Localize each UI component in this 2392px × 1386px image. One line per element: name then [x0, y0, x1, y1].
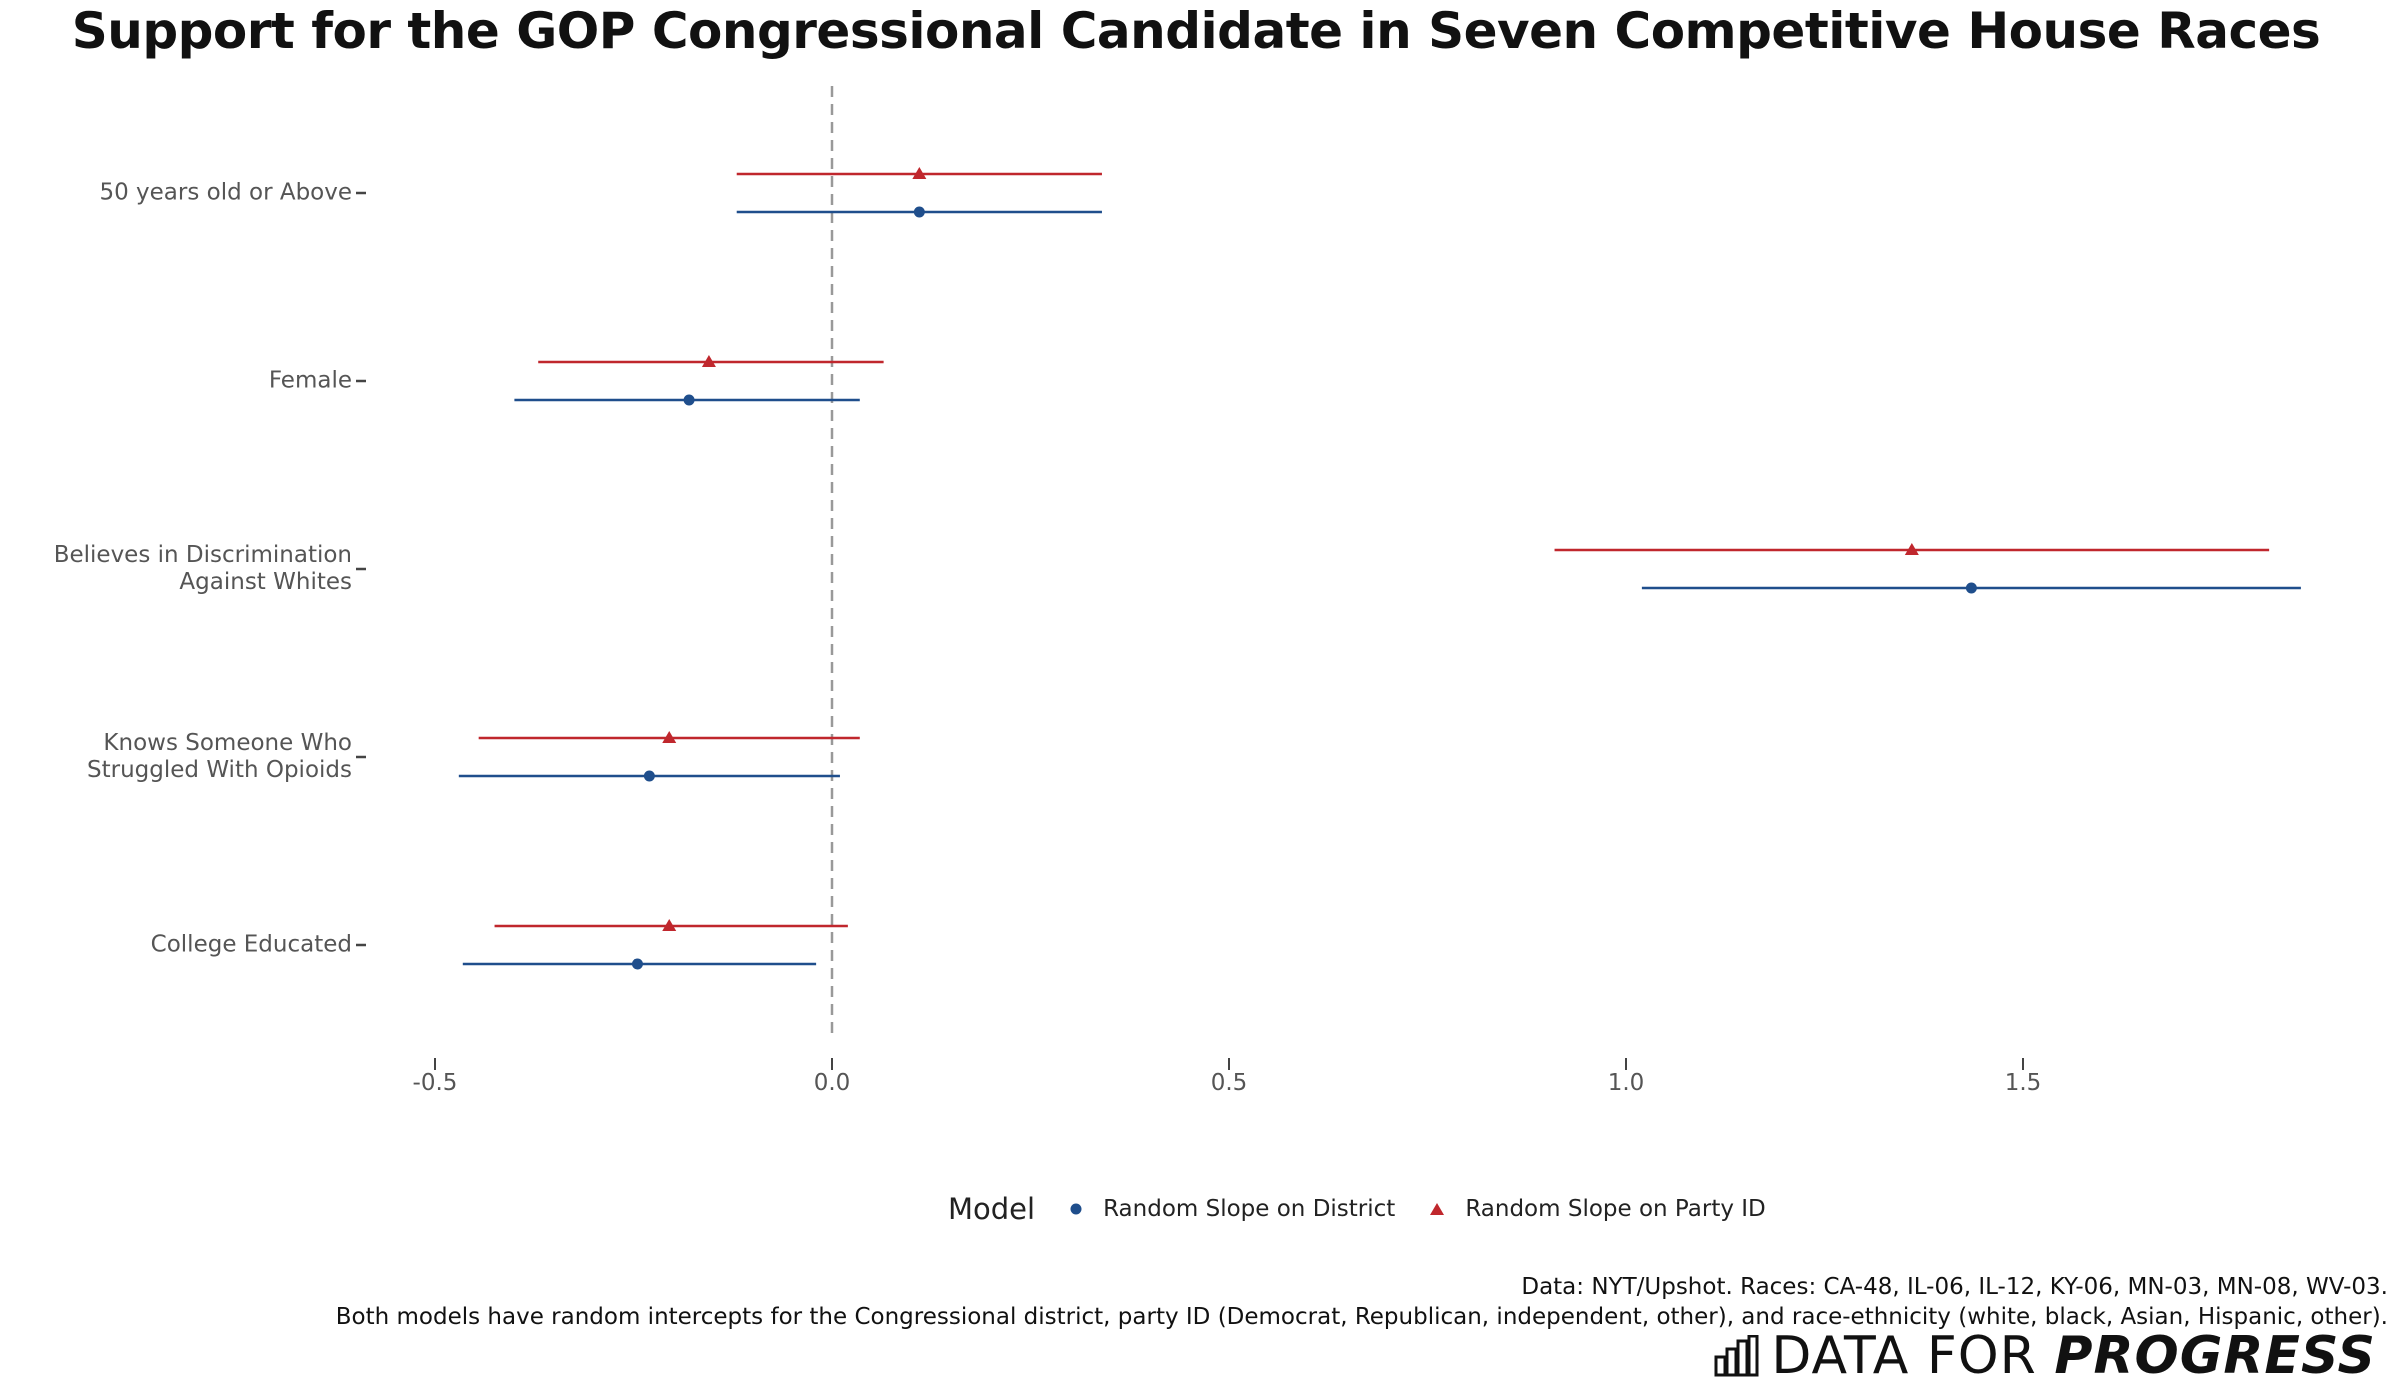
x-tick-label: 1.5	[2005, 1070, 2042, 1096]
y-tick-label-line: College Educated	[150, 931, 352, 958]
y-tick-label-line: Struggled With Opioids	[87, 757, 352, 783]
point-party	[662, 731, 677, 743]
point-party	[1904, 543, 1919, 555]
legend-label-district: Random Slope on District	[1103, 1196, 1396, 1222]
caption-line-2: Both models have random intercepts for t…	[335, 1304, 2388, 1330]
x-tick-label: -0.5	[413, 1070, 458, 1096]
legend-label-party: Random Slope on Party ID	[1465, 1196, 1766, 1222]
y-tick-label-discrimination: Believes in Discrimination Against Whites	[54, 542, 352, 596]
circle-marker-icon	[1070, 1203, 1082, 1215]
y-tick-label-line: Female	[268, 367, 352, 394]
point-district	[631, 958, 643, 970]
brand-emphasis: PROGRESS	[2054, 1326, 2376, 1386]
point-district	[913, 206, 925, 218]
point-district	[683, 394, 695, 406]
x-tick-label: 0.5	[1211, 1070, 1248, 1096]
brand-prefix: DATA FOR	[1771, 1326, 2055, 1386]
y-tick-label-college: College Educated	[151, 932, 352, 959]
y-tick-label-line: Against Whites	[179, 569, 352, 595]
brand-name: DATA FOR PROGRESS	[1771, 1326, 2376, 1386]
bar-chart-logo-icon	[1714, 1335, 1759, 1377]
legend: Model Random Slope on District Random Sl…	[948, 1192, 1800, 1226]
y-tick-label-age: 50 years old or Above	[99, 180, 352, 207]
point-party	[662, 919, 677, 931]
legend-item-party: Random Slope on Party ID	[1429, 1196, 1766, 1222]
y-tick-label-line: Believes in Discrimination	[53, 542, 352, 568]
point-district	[1965, 582, 1977, 594]
legend-item-district: Random Slope on District	[1069, 1196, 1395, 1222]
x-tick-label: 1.0	[1608, 1070, 1645, 1096]
point-party	[701, 355, 716, 367]
y-tick-label-line: 50 years old or Above	[99, 179, 352, 206]
point-district	[643, 770, 655, 782]
triangle-marker-icon	[1430, 1203, 1445, 1215]
legend-title: Model	[948, 1192, 1036, 1226]
chart-title: Support for the GOP Congressional Candid…	[71, 2, 2321, 60]
point-party	[912, 167, 927, 179]
caption-line-1: Data: NYT/Upshot. Races: CA-48, IL-06, I…	[1521, 1274, 2388, 1300]
y-tick-label-opioids: Knows Someone Who Struggled With Opioids	[87, 730, 352, 784]
caption: Data: NYT/Upshot. Races: CA-48, IL-06, I…	[336, 1272, 2388, 1332]
brand-logo: DATA FOR PROGRESS	[1713, 1326, 2376, 1386]
x-tick-label: 0.0	[814, 1070, 851, 1096]
y-tick-label-line: Knows Someone Who	[103, 730, 352, 756]
y-tick-label-female: Female	[269, 368, 352, 395]
